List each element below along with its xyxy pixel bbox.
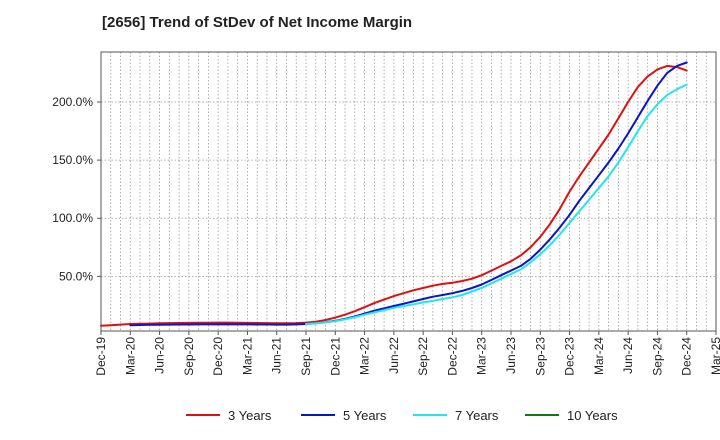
x-tick-label: Sep-23 [533, 337, 547, 376]
x-tick-label: Mar-24 [592, 337, 606, 375]
legend-swatch-3-years [186, 414, 220, 416]
x-tick-label: Mar-20 [123, 337, 137, 375]
legend-swatch-5-years [301, 414, 335, 416]
legend-item-3-years: 3 Years [186, 403, 271, 427]
y-tick-label: 150.0% [52, 153, 93, 167]
legend-swatch-7-years [413, 414, 447, 416]
x-tick-label: Sep-21 [299, 337, 313, 376]
series-line-3-years [100, 64, 688, 327]
series-line-5-years [129, 61, 688, 327]
chart-title: [2656] Trend of StDev of Net Income Marg… [102, 14, 413, 31]
legend-label-7-years: 7 Years [455, 407, 499, 423]
legend-item-7-years: 7 Years [413, 403, 498, 427]
legend-label-5-years: 5 Years [343, 407, 387, 423]
legend-label-10-years: 10 Years [567, 407, 618, 423]
x-tick-label: Dec-20 [211, 337, 225, 376]
x-tick-label: Mar-23 [475, 337, 489, 375]
x-tick-label: Jun-24 [621, 337, 635, 374]
x-tick-label: Sep-22 [416, 337, 430, 376]
chart-legend: 3 Years 5 Years 7 Years 10 Years [0, 403, 720, 427]
legend-item-5-years: 5 Years [301, 403, 386, 427]
x-tick-label: Dec-22 [445, 337, 459, 376]
x-tick-label: Jun-23 [504, 337, 518, 374]
x-tick-label: Jun-20 [153, 337, 167, 374]
plot-frame [100, 51, 717, 332]
x-tick-label: Mar-22 [358, 337, 372, 375]
x-tick-label: Dec-21 [328, 337, 342, 376]
y-tick-label: 200.0% [52, 95, 93, 109]
x-tick-label: Dec-23 [563, 337, 577, 376]
x-tick-label: Jun-22 [387, 337, 401, 374]
x-tick-label: Dec-24 [680, 337, 694, 376]
x-tick-label: Mar-25 [709, 337, 720, 375]
y-tick-label: 50.0% [59, 269, 93, 283]
x-tick-label: Mar-21 [240, 337, 254, 375]
x-tick-label: Sep-20 [182, 337, 196, 376]
x-tick-label: Sep-24 [650, 337, 664, 376]
legend-item-10-years: 10 Years [525, 403, 618, 427]
x-tick-label: Dec-19 [94, 337, 108, 376]
x-tick-label: Jun-21 [270, 337, 284, 374]
legend-swatch-10-years [525, 414, 559, 416]
legend-label-3-years: 3 Years [228, 407, 272, 423]
series-line-7-years [305, 83, 688, 325]
y-tick-label: 100.0% [52, 211, 93, 225]
